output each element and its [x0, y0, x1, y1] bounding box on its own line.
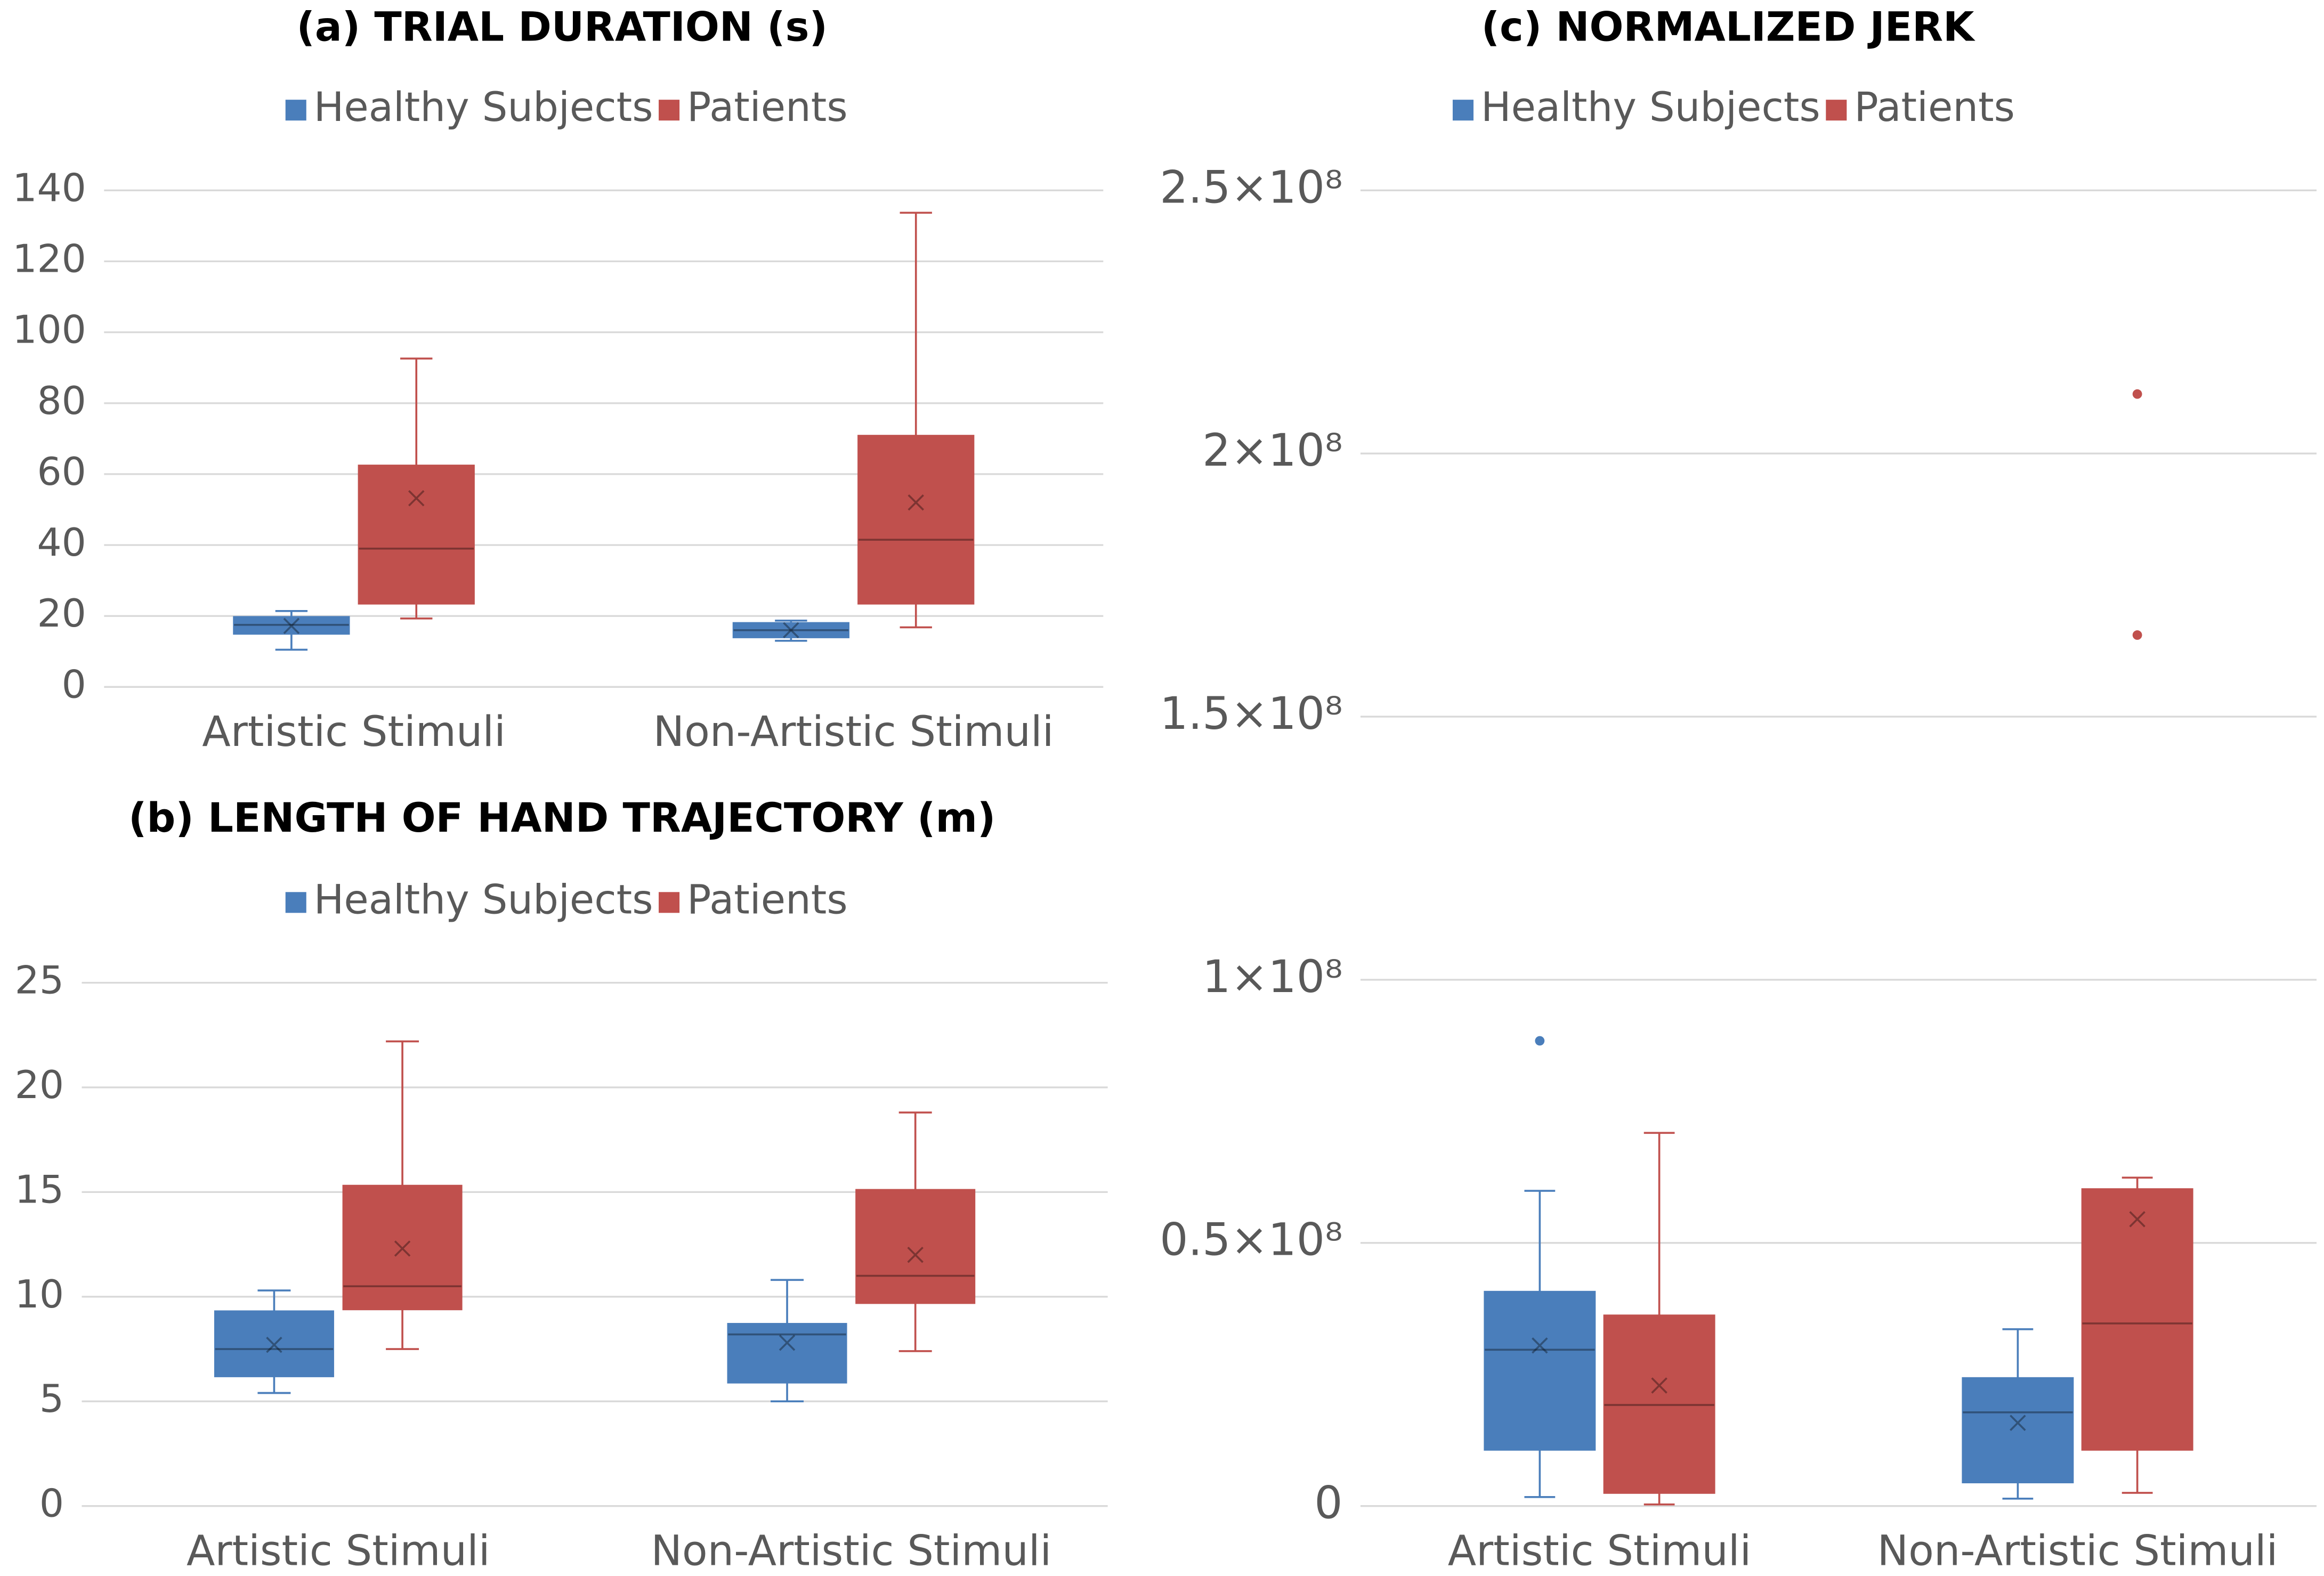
y-tick-label: 2×10⁸	[1202, 424, 1342, 476]
mean-marker	[394, 1240, 411, 1257]
y-tick-label: 80	[37, 379, 86, 424]
legend-label: Healthy Subjects	[314, 876, 653, 923]
chart-title: (a) TRIAL DURATION (s)	[296, 4, 827, 51]
outlier	[1535, 1036, 1545, 1046]
y-tick-label: 2.5×10⁸	[1160, 161, 1342, 213]
legend-label: Patients	[687, 876, 848, 923]
legend-swatch	[659, 100, 680, 121]
legend-swatch	[1452, 100, 1474, 121]
x-tick-label: Artistic Stimuli	[187, 1526, 490, 1575]
legend-label: Healthy Subjects	[314, 84, 653, 131]
y-tick-label: 0	[39, 1482, 64, 1526]
box	[358, 465, 475, 605]
y-tick-label: 5	[39, 1377, 64, 1421]
y-tick-label: 25	[15, 958, 64, 1003]
box	[233, 616, 350, 635]
legend-swatch	[1826, 100, 1847, 121]
y-tick-label: 120	[12, 237, 86, 282]
y-tick-label: 60	[37, 450, 86, 494]
y-tick-label: 0	[1314, 1477, 1342, 1529]
y-tick-label: 20	[15, 1063, 64, 1108]
chart-title: (b) LENGTH OF HAND TRAJECTORY (m)	[128, 794, 995, 841]
mean-marker	[1651, 1377, 1667, 1394]
legend-swatch	[285, 100, 306, 121]
x-tick-label: Non-Artistic Stimuli	[653, 708, 1054, 756]
mean-marker	[1532, 1337, 1548, 1354]
chart-title: (c) NORMALIZED JERK	[1481, 4, 1975, 51]
x-tick-label: Artistic Stimuli	[202, 708, 506, 756]
y-tick-label: 10	[15, 1272, 64, 1317]
mean-marker	[783, 622, 799, 639]
x-tick-label: Non-Artistic Stimuli	[1877, 1526, 2278, 1575]
y-tick-label: 20	[37, 591, 86, 636]
box	[1962, 1377, 2074, 1484]
y-tick-label: 100	[12, 308, 86, 353]
mean-marker	[908, 494, 924, 511]
y-tick-label: 15	[15, 1167, 64, 1212]
legend-label: Healthy Subjects	[1481, 84, 1820, 131]
box	[857, 435, 975, 605]
legend-swatch	[659, 892, 680, 913]
y-tick-label: 1×10⁸	[1202, 951, 1342, 1003]
mean-marker	[408, 490, 425, 507]
y-tick-label: 140	[12, 166, 86, 210]
box	[2081, 1188, 2193, 1451]
legend-label: Patients	[687, 84, 848, 131]
y-tick-label: 0.5×10⁸	[1160, 1214, 1342, 1266]
mean-marker	[2129, 1211, 2145, 1228]
mean-marker	[283, 618, 300, 635]
outlier	[2132, 630, 2142, 640]
box	[342, 1184, 463, 1311]
outlier	[2132, 389, 2142, 399]
mean-marker	[907, 1246, 924, 1263]
box	[1484, 1290, 1596, 1451]
x-tick-label: Non-Artistic Stimuli	[651, 1526, 1051, 1575]
box	[214, 1310, 334, 1377]
box	[727, 1323, 847, 1384]
legend-label: Patients	[1854, 84, 2015, 131]
y-tick-label: 1.5×10⁸	[1160, 687, 1342, 740]
mean-marker	[266, 1336, 282, 1353]
mean-marker	[779, 1334, 796, 1351]
legend-swatch	[285, 892, 306, 913]
y-tick-label: 0	[62, 662, 86, 707]
x-tick-label: Artistic Stimuli	[1448, 1526, 1752, 1575]
box	[855, 1189, 976, 1304]
y-tick-label: 40	[37, 521, 86, 565]
mean-marker	[2010, 1415, 2026, 1431]
box	[1603, 1314, 1715, 1494]
box	[732, 622, 849, 638]
